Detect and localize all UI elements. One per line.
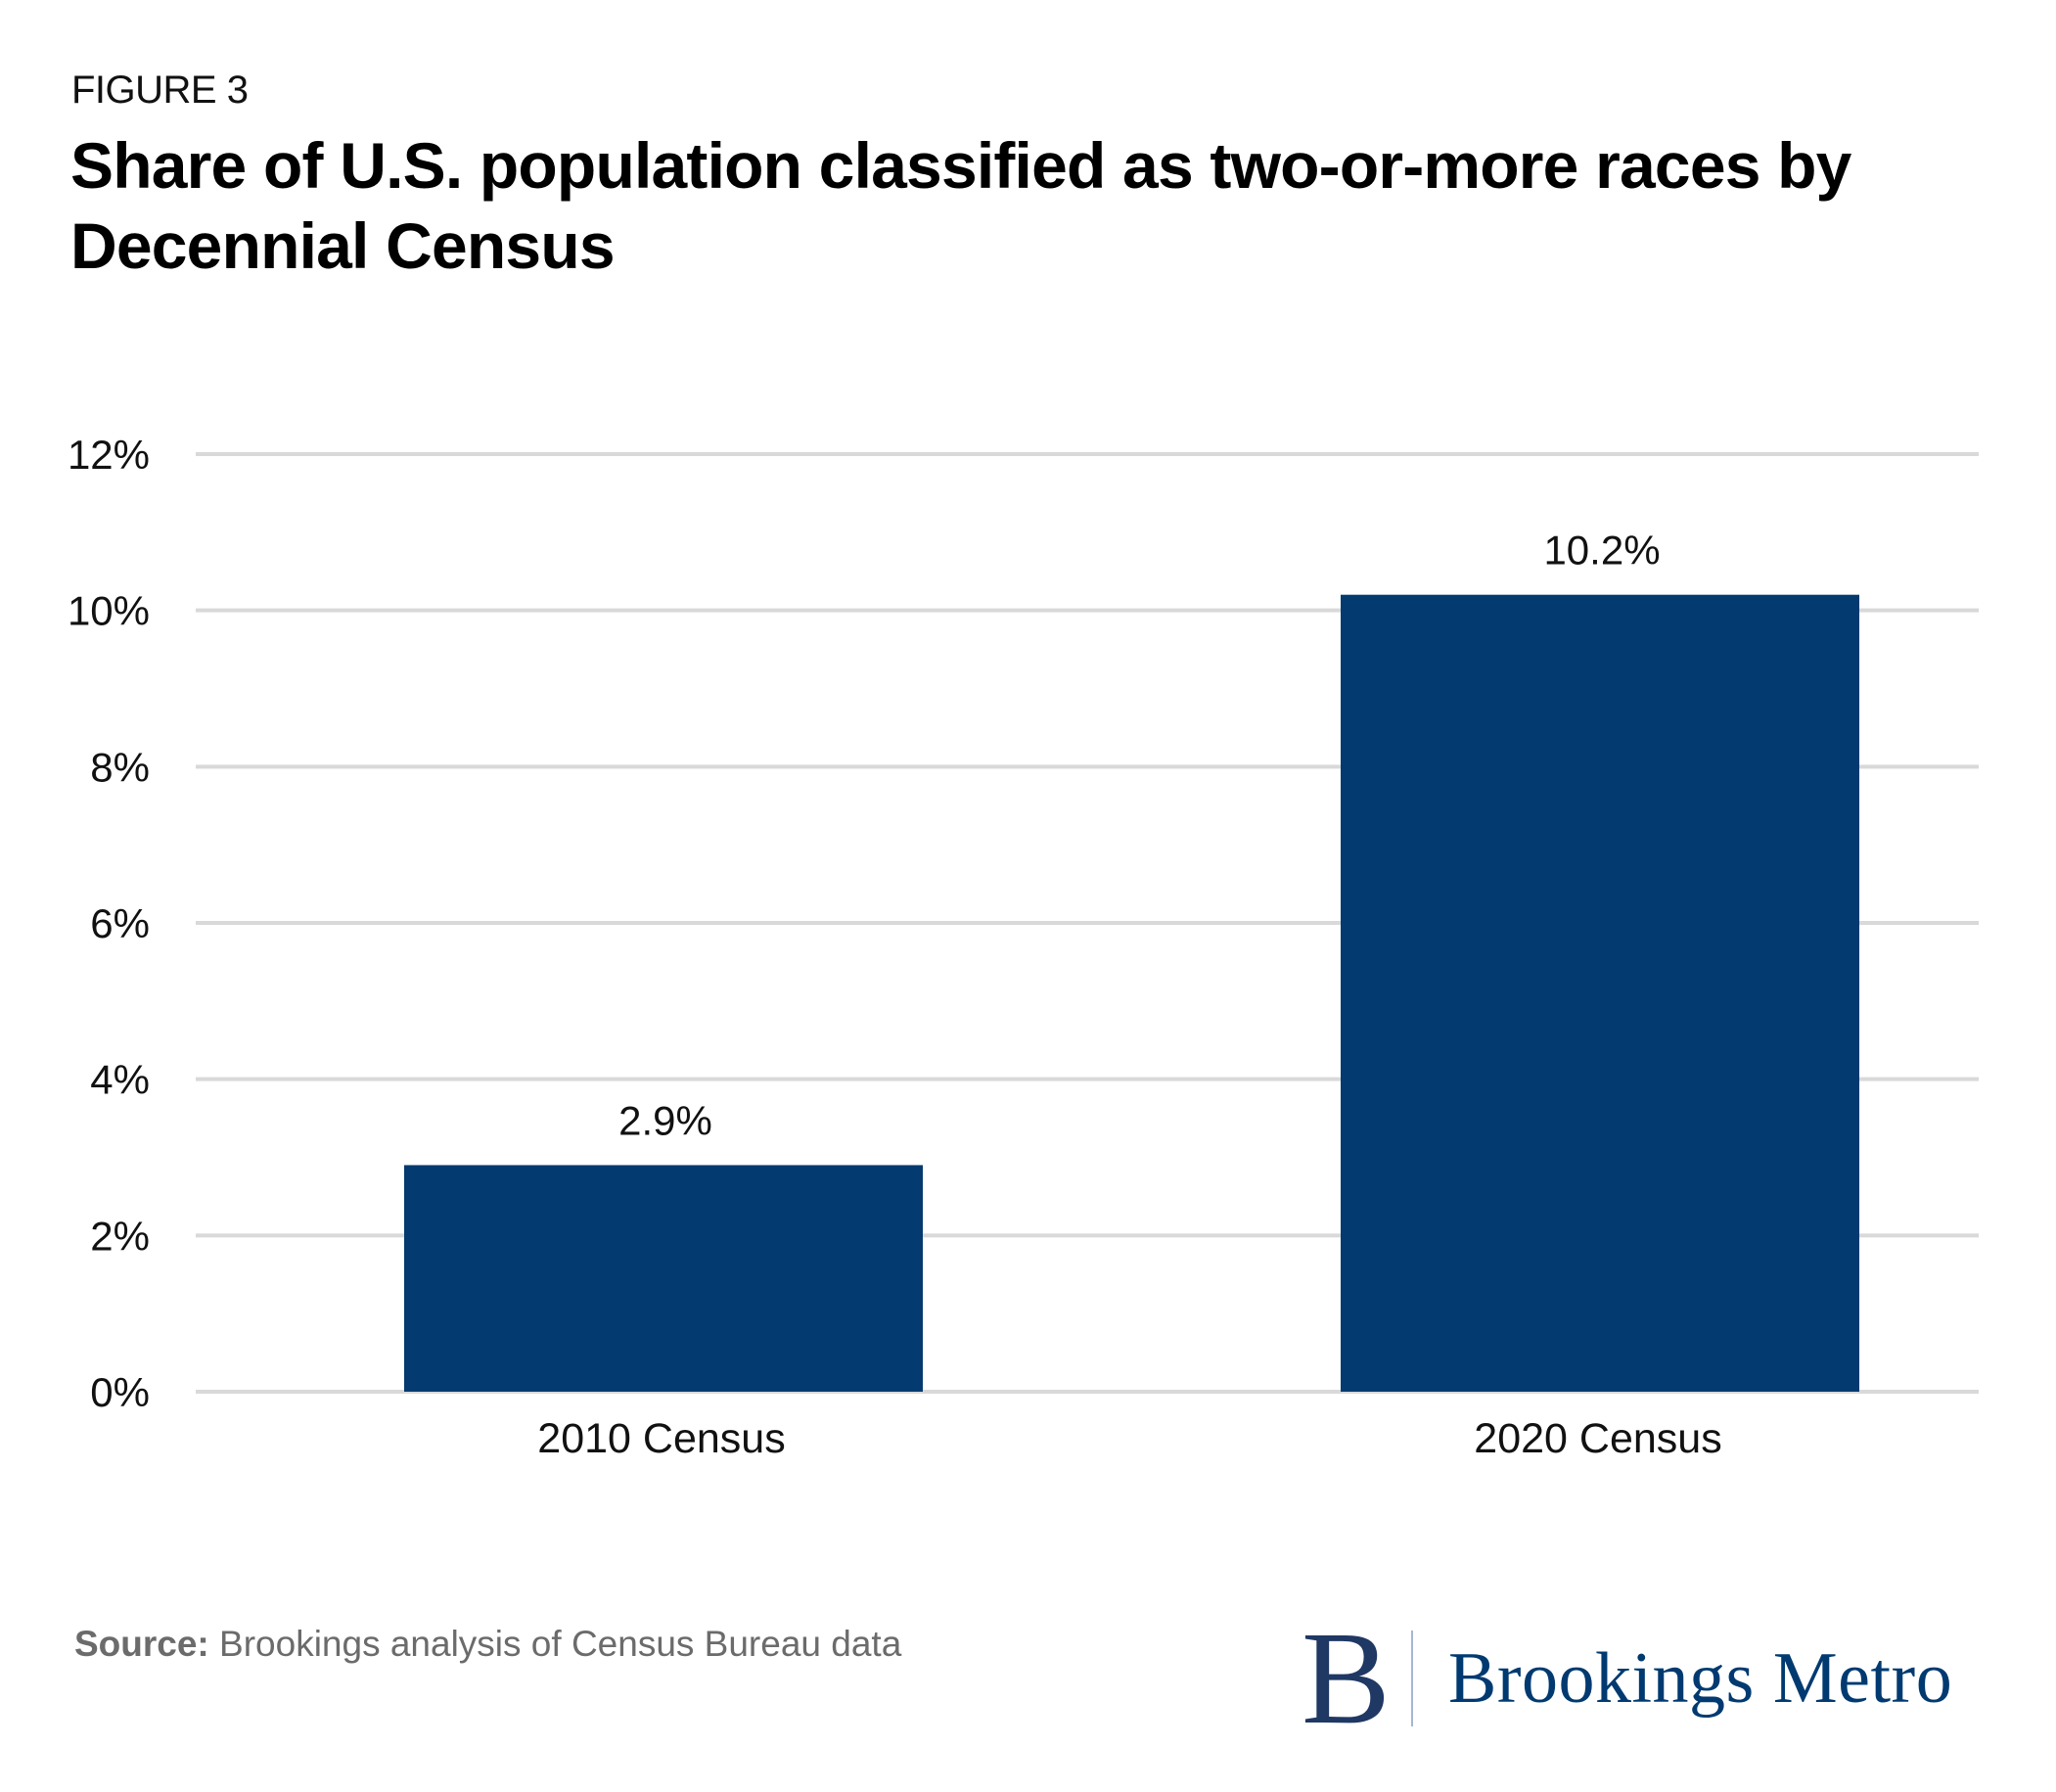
bars <box>404 594 1859 1392</box>
data-label: 10.2% <box>1543 528 1660 574</box>
source-note: Source: Brookings analysis of Census Bur… <box>74 1620 901 1669</box>
data-labels: 2.9% 10.2% <box>618 528 1660 1144</box>
data-label: 2.9% <box>618 1097 712 1143</box>
y-tick-label: 10% <box>68 588 150 634</box>
x-category-label: 2020 Census <box>1474 1415 1721 1462</box>
brookings-metro-logo: B Brookings Metro <box>1302 1605 1953 1752</box>
y-axis-ticks: 0% 2% 4% 6% 8% 10% 12% <box>68 432 150 1415</box>
bar <box>404 1165 923 1392</box>
logo-wordmark: Brookings Metro <box>1448 1638 1953 1719</box>
y-tick-label: 6% <box>90 900 150 946</box>
y-tick-label: 8% <box>90 744 150 790</box>
y-tick-label: 4% <box>90 1057 150 1103</box>
y-tick-label: 12% <box>68 432 150 478</box>
logo-divider <box>1411 1631 1413 1726</box>
figure-number: FIGURE 3 <box>71 69 249 112</box>
x-category-label: 2010 Census <box>537 1415 785 1462</box>
y-tick-label: 0% <box>90 1369 150 1415</box>
source-text: Brookings analysis of Census Bureau data <box>208 1624 902 1664</box>
bar <box>1341 594 1859 1392</box>
x-axis-labels: 2010 Census 2020 Census <box>537 1415 1721 1462</box>
source-label: Source: <box>74 1624 209 1664</box>
brookings-b-logo-icon: B <box>1302 1605 1391 1752</box>
y-tick-label: 2% <box>90 1213 150 1259</box>
chart-title: Share of U.S. population classified as t… <box>70 129 1851 282</box>
